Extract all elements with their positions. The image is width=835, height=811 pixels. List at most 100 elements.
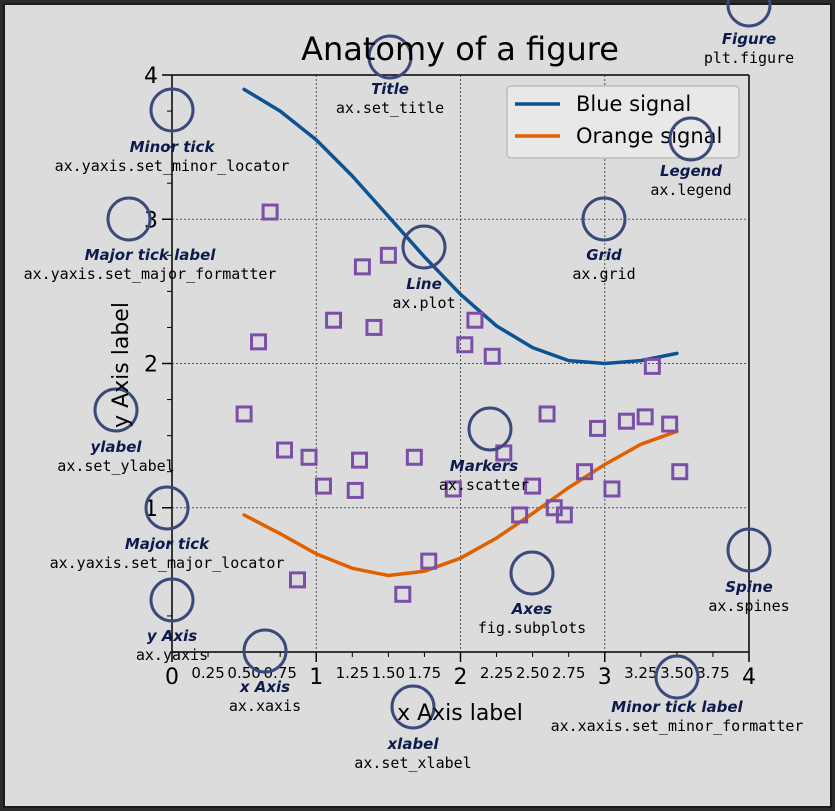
scatter-point — [351, 451, 369, 469]
annotation-code: ax.grid — [572, 265, 635, 283]
annotation-code: ax.yaxis.set_major_locator — [50, 554, 285, 572]
annotation-code: ax.set_title — [336, 99, 444, 117]
x-axis-label: x Axis label — [397, 701, 523, 726]
scatter-point — [466, 311, 484, 329]
annotation-marker — [509, 550, 555, 596]
legend-label: Orange signal — [576, 124, 722, 148]
scatter-point — [483, 347, 501, 365]
x-minor-tick-label: 2.75 — [552, 664, 585, 682]
legend: Blue signal Orange signal — [506, 85, 740, 159]
annotation-title: Markers — [450, 457, 518, 475]
annotation-marker — [149, 577, 195, 623]
x-minor-tick-label: 1.25 — [336, 664, 369, 682]
annotation-code: ax.scatter — [439, 476, 529, 494]
annotation-marker — [390, 684, 436, 730]
scatter-point — [261, 203, 279, 221]
annotation-marker — [242, 628, 288, 674]
axes: 0 1 2 3 40.25 0.50 0.75 1.25 1.50 1.75 2.25 2.50 2.7… — [144, 64, 756, 690]
annotations: Figureplt.figureTitleax.set_titleLegenda… — [24, 0, 804, 772]
x-major-tick-label: 4 — [742, 665, 756, 690]
scatter-point — [250, 333, 268, 351]
annotation-code: ax.set_ylabel — [57, 457, 174, 475]
annotation-code: ax.spines — [708, 597, 789, 615]
scatter-point — [511, 506, 529, 524]
scatter-point — [538, 405, 556, 423]
scatter-point — [379, 246, 397, 264]
annotation-title: y Axis — [147, 627, 197, 645]
scatter-point — [444, 480, 462, 498]
annotation-title: xlabel — [387, 735, 440, 753]
annotation-code: ax.xaxis.set_minor_formatter — [551, 717, 804, 735]
annotation-marker — [401, 224, 447, 270]
annotation-marker — [106, 196, 152, 242]
scatter-point — [314, 477, 332, 495]
annotation-marker — [726, 0, 772, 28]
x-minor-tick-label: 2.25 — [480, 664, 513, 682]
x-minor-tick-label: 3.25 — [624, 664, 657, 682]
annotation-title: x Axis — [239, 678, 290, 696]
annotation-title: Minor tick — [130, 138, 216, 156]
annotation-code: ax.xaxis — [229, 697, 301, 715]
annotation-title: Spine — [725, 578, 773, 596]
plot-marks — [235, 87, 689, 603]
annotation-marker — [149, 87, 195, 133]
annotation-code: plt.figure — [704, 49, 794, 67]
annotation-marker — [467, 406, 513, 452]
scatter-point — [235, 405, 253, 423]
annotation-code: ax.set_xlabel — [354, 754, 471, 772]
scatter-point — [394, 585, 412, 603]
x-minor-tick-label: 0.75 — [263, 664, 296, 682]
scatter-point — [643, 357, 661, 375]
annotation-title: Title — [371, 80, 409, 98]
y-axis-label: y Axis label — [109, 302, 134, 428]
x-minor-tick-label: 3.75 — [696, 664, 729, 682]
x-major-tick-label: 1 — [309, 665, 323, 690]
annotation-code: fig.subplots — [478, 619, 586, 637]
y-major-tick-label: 4 — [144, 64, 158, 89]
legend-box — [506, 85, 740, 159]
annotation-marker — [367, 34, 413, 80]
annotation-title: Figure — [722, 30, 776, 48]
annotation-title: Major tick — [125, 535, 210, 553]
annotation-title: ylabel — [90, 438, 142, 456]
scatter-point — [346, 481, 364, 499]
annotation-code: ax.legend — [650, 181, 731, 199]
scatter-point — [671, 463, 689, 481]
scatter-point — [603, 480, 621, 498]
scatter-point — [576, 463, 594, 481]
x-minor-tick-label: 0.25 — [191, 664, 224, 682]
scatter-point — [555, 506, 573, 524]
scatter-point — [288, 571, 306, 589]
annotation-title: Minor tick label — [611, 698, 743, 716]
scatter-point — [405, 448, 423, 466]
scatter-point — [420, 552, 438, 570]
scatter-point — [661, 415, 679, 433]
annotation-title: Major tick label — [85, 246, 217, 264]
series-line — [242, 87, 679, 366]
x-minor-tick-label: 1.75 — [408, 664, 441, 682]
x-major-tick-label: 2 — [454, 665, 468, 690]
scatter-point — [325, 311, 343, 329]
scatter-point — [524, 477, 542, 495]
scatter-point — [617, 412, 635, 430]
annotation-marker — [654, 654, 700, 700]
annotation-code: ax.yaxis.set_major_formatter — [24, 265, 277, 283]
annotation-marker — [581, 196, 627, 242]
series-line — [242, 429, 679, 578]
x-minor-tick-label: 3.50 — [660, 664, 693, 682]
annotation-code: ax.plot — [392, 294, 455, 312]
annotation-title: Legend — [660, 162, 722, 180]
annotation-title: Grid — [586, 246, 622, 264]
annotation-code: ax.yaxis.set_minor_locator — [55, 157, 290, 175]
x-major-tick-label: 3 — [598, 665, 612, 690]
annotation-marker — [93, 387, 139, 433]
scatter-point — [636, 408, 654, 426]
scatter-point — [589, 419, 607, 437]
scatter-point — [456, 336, 474, 354]
scatter-point — [353, 258, 371, 276]
scatter-point — [365, 318, 383, 336]
scatter-point — [276, 441, 294, 459]
annotation-marker — [144, 485, 190, 531]
y-major-tick-label: 2 — [144, 353, 158, 378]
